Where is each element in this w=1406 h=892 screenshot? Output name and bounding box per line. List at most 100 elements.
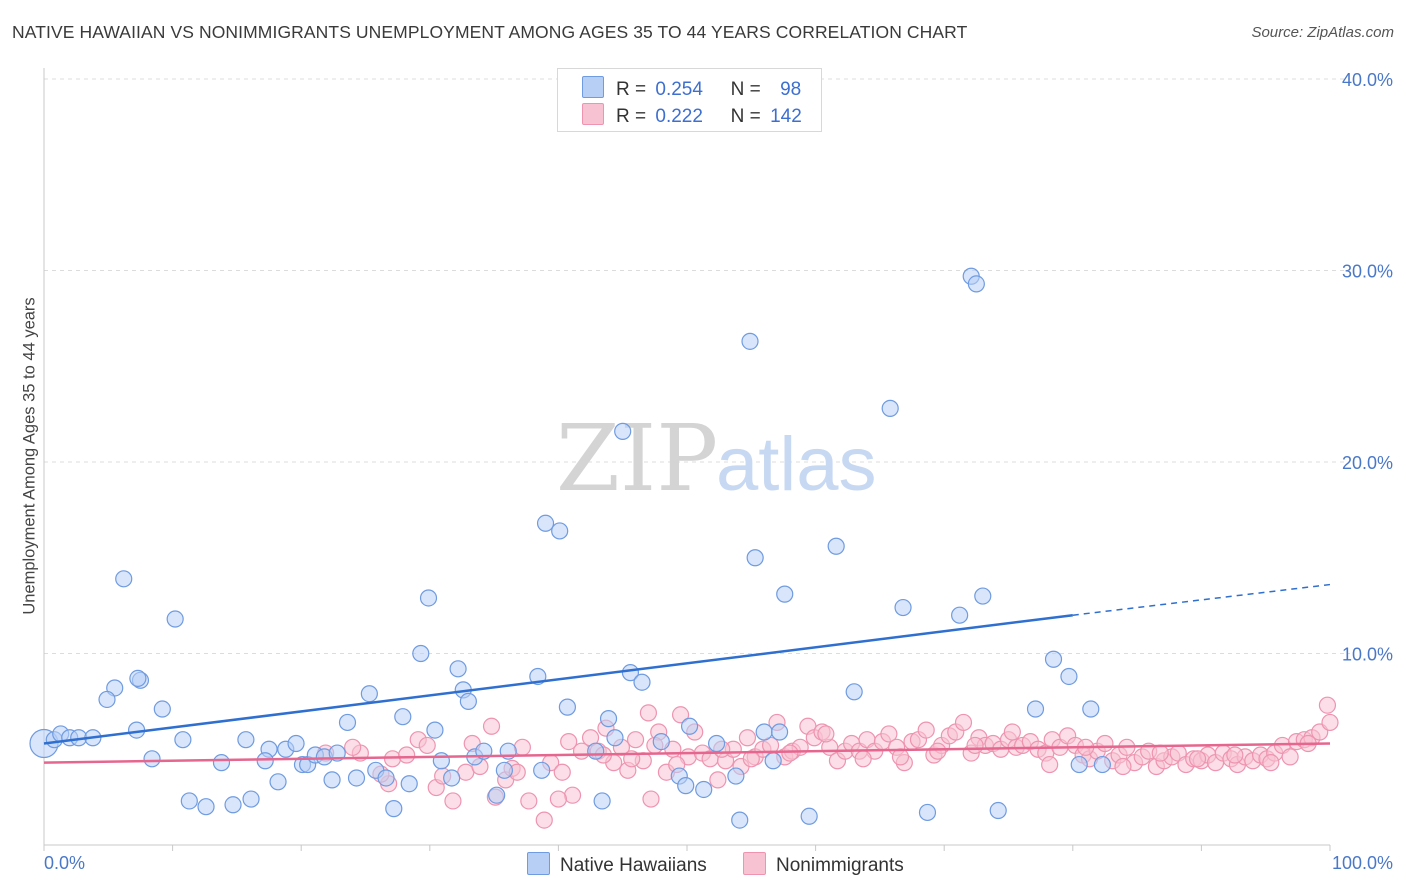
nonimmigrants-point	[929, 742, 947, 760]
nonimmigrants-point	[513, 738, 531, 756]
bottom-legend-label-2: Nonimmigrants	[776, 855, 904, 876]
legend-r-label-1: R =	[616, 79, 647, 100]
native-hawaiians-point	[1070, 755, 1088, 774]
y-tick-label: 40.0%	[1342, 70, 1393, 90]
native-hawaiians-point	[256, 752, 274, 770]
legend-r-label-2: R =	[616, 106, 647, 127]
native-hawaiians-point	[426, 721, 444, 739]
y-tick-label: 20.0%	[1342, 453, 1393, 473]
legend-n-value-1: 98	[780, 79, 802, 100]
native-hawaiians-point	[174, 731, 192, 749]
bottom-legend-label-1: Native Hawaiians	[560, 855, 707, 876]
native-hawaiians-point	[680, 717, 699, 735]
native-hawaiians-point	[377, 769, 395, 787]
native-hawaiians-point	[1060, 667, 1078, 686]
native-hawaiians-point	[287, 734, 305, 753]
legend-swatch-blue	[582, 76, 604, 98]
native-hawaiians-point	[695, 780, 713, 799]
watermark-atlas: atlas	[716, 422, 877, 507]
watermark: ZIP atlas	[556, 405, 877, 512]
nonimmigrants-point	[854, 750, 872, 768]
nonimmigrants-point	[817, 725, 835, 743]
native-hawaiians-point	[533, 761, 551, 779]
y-tick-label: 10.0%	[1342, 645, 1393, 665]
nonimmigrants-point	[1262, 754, 1280, 772]
nonimmigrants-point	[1151, 744, 1169, 762]
native-hawaiians-point	[180, 792, 198, 810]
native-hawaiians-point	[237, 731, 255, 749]
native-hawaiians-point	[551, 522, 569, 540]
nonimmigrants-point	[344, 738, 362, 756]
native-hawaiians-point	[918, 803, 937, 822]
native-hawaiians-point	[587, 742, 605, 760]
native-hawaiians-point	[776, 585, 794, 603]
nonimmigrants-point	[966, 736, 984, 755]
nonimmigrants-point	[553, 763, 571, 781]
nonimmigrants-point	[642, 790, 660, 808]
native-hawaiians-point	[212, 754, 231, 772]
nonimmigrants-point	[738, 729, 757, 747]
nonimmigrants-point	[1318, 696, 1337, 714]
nonimmigrants-point	[1321, 713, 1339, 732]
bottom-legend-nonimmigrants: Nonimmigrants	[743, 852, 904, 877]
correlation-legend: R = 0.254 N = 98 R = 0.222 N = 142	[557, 68, 822, 132]
native-hawaiians-point	[129, 669, 147, 687]
native-hawaiians-point	[881, 399, 899, 417]
legend-swatch-pink	[582, 103, 604, 125]
native-hawaiians-point	[115, 570, 133, 588]
native-hawaiians-point	[323, 771, 341, 789]
native-hawaiians-point	[741, 332, 759, 350]
native-hawaiians-point	[338, 713, 357, 732]
native-hawaiians-point	[385, 800, 403, 818]
trendlines	[43, 583, 1331, 764]
native-hawaiians-point	[989, 801, 1007, 820]
native-hawaiians-point	[224, 796, 242, 814]
nonimmigrants-point	[444, 792, 462, 810]
nonimmigrants-point	[709, 771, 727, 789]
native-hawaiians-point	[98, 690, 116, 709]
native-hawaiians-point	[800, 807, 818, 825]
native-hawaiians-point	[951, 606, 969, 624]
native-hawaiians-point	[558, 698, 577, 716]
native-hawaiians-point	[419, 589, 438, 607]
legend-n-label-1: N =	[730, 79, 761, 100]
native-hawaiians-point	[652, 732, 670, 751]
native-hawaiians-point	[606, 729, 624, 747]
native-hawaiians-point	[746, 549, 764, 567]
native-hawaiians-point	[495, 761, 513, 779]
nonimmigrants-point	[563, 786, 582, 804]
native-hawaiians-point	[731, 811, 749, 829]
native-hawaiians-points	[29, 101, 1111, 829]
axes	[43, 68, 1331, 851]
nonimmigrants-point	[398, 746, 416, 764]
nonimmigrants-point	[1096, 734, 1114, 753]
legend-row-nonimmigrants: R = 0.222 N = 142	[582, 103, 802, 127]
nonimmigrants-point	[891, 748, 910, 766]
native-hawaiians-point	[360, 685, 378, 703]
native-hawaiians-point	[1044, 650, 1063, 668]
native-hawaiians-point	[677, 777, 695, 795]
native-hawaiians-point	[764, 752, 782, 770]
native-hawaiians-point	[412, 644, 430, 663]
nonimmigrants-point	[1114, 757, 1132, 776]
bottom-legend-native-hawaiians: Native Hawaiians	[527, 852, 707, 877]
nonimmigrants-point	[1226, 746, 1244, 764]
native-hawaiians-point	[707, 734, 726, 753]
nonimmigrants-point	[639, 704, 658, 722]
nonimmigrants-point	[742, 750, 760, 768]
gridlines	[44, 78, 1350, 654]
nonimmigrants-point	[954, 713, 973, 732]
native-hawaiians-point	[536, 514, 555, 532]
nonimmigrants-point	[1041, 755, 1059, 774]
nonimmigrants-point	[781, 744, 799, 762]
native-hawaiians-point	[400, 775, 418, 793]
native-hawaiians-point	[599, 710, 618, 728]
native-hawaiians-trendline-extension	[1072, 583, 1331, 616]
native-hawaiians-trendline	[43, 613, 1073, 745]
legend-row-native-hawaiians: R = 0.254 N = 98	[582, 76, 802, 100]
native-hawaiians-point	[967, 275, 985, 293]
tick-labels: 10.0% 20.0% 30.0% 40.0% 0.0% 100.0%	[44, 70, 1393, 873]
native-hawaiians-point	[394, 708, 412, 726]
native-hawaiians-point	[449, 660, 467, 678]
